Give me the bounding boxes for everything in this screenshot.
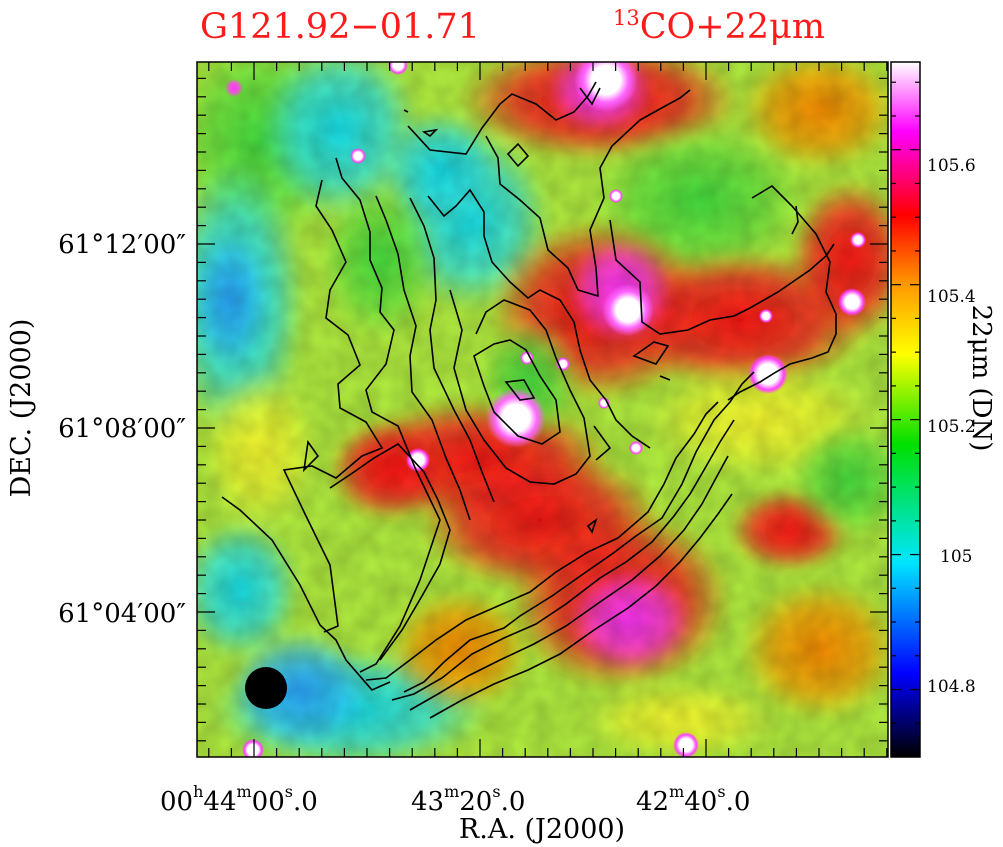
contour-level-1 [791, 205, 799, 235]
contour-level-3 [449, 289, 591, 485]
contour-level-2 [365, 401, 719, 681]
colorbar-tick-label: 105 [940, 547, 972, 567]
contour-level-1 [282, 179, 384, 633]
contour-level-2 [302, 439, 320, 473]
contour-level-1 [609, 219, 835, 335]
axis-ticks [197, 62, 888, 757]
heatmap-image [197, 62, 888, 757]
colorbar-ticks [891, 81, 920, 724]
contour-level-2 [375, 195, 471, 521]
contour-level-4 [421, 128, 439, 138]
contour-level-4 [429, 493, 733, 719]
colorbar-axis-label: 22μm (DN) [966, 305, 996, 452]
chart-title-left: G121.92−01.71 [200, 7, 480, 47]
point-sources [225, 62, 866, 757]
y-tick-label: 61°08′00″ [58, 414, 186, 444]
contour-level-1 [485, 89, 691, 298]
x-tick-label: 42m40s.0 [636, 782, 750, 817]
colorbar-tick-label: 105.2 [927, 417, 976, 437]
contour-level-4 [473, 339, 561, 445]
colorbar-tick-label: 105.4 [927, 287, 976, 307]
contour-level-2 [409, 197, 495, 503]
contour-level-1 [632, 341, 670, 365]
contour-level-1 [403, 371, 755, 693]
contour-level-4 [659, 375, 671, 381]
contour-level-4 [504, 379, 536, 401]
co-contours [221, 81, 837, 719]
y-tick-label: 61°12′00″ [58, 230, 186, 260]
x-tick-label: 43m20s.0 [411, 782, 525, 817]
contour-level-4 [586, 517, 598, 534]
contour-level-4 [403, 109, 409, 113]
contour-level-2 [427, 188, 651, 449]
y-tick-label: 61°04′00″ [58, 599, 186, 629]
contour-level-2 [329, 442, 451, 661]
contour-level-3 [391, 419, 735, 701]
colorbar-tick-label: 104.8 [927, 677, 976, 697]
colorbar: 105.6 105.4 105.2 105 104.8 22μm (DN) [890, 61, 996, 758]
colorbar-gradient [890, 61, 921, 758]
contour-level-3 [409, 455, 729, 711]
beam-marker [245, 667, 287, 709]
contour-level-4 [579, 87, 601, 106]
contour-level-1 [727, 184, 837, 401]
chart-title-right: 13CO+22μm [613, 6, 825, 47]
y-axis-label: DEC. (J2000) [6, 319, 37, 498]
title-superscript: 13 [613, 6, 640, 30]
contour-level-1 [407, 81, 597, 155]
contour-level-4 [593, 425, 612, 461]
title-right-main: CO+22μm [640, 7, 825, 47]
contour-level-1 [335, 157, 441, 673]
contour-level-1 [221, 496, 391, 691]
x-axis-label: R.A. (J2000) [459, 814, 625, 845]
x-tick-label: 00h44m00s.0 [160, 782, 318, 817]
contour-level-4 [506, 142, 530, 168]
colorbar-tick-label: 105.6 [927, 156, 976, 176]
